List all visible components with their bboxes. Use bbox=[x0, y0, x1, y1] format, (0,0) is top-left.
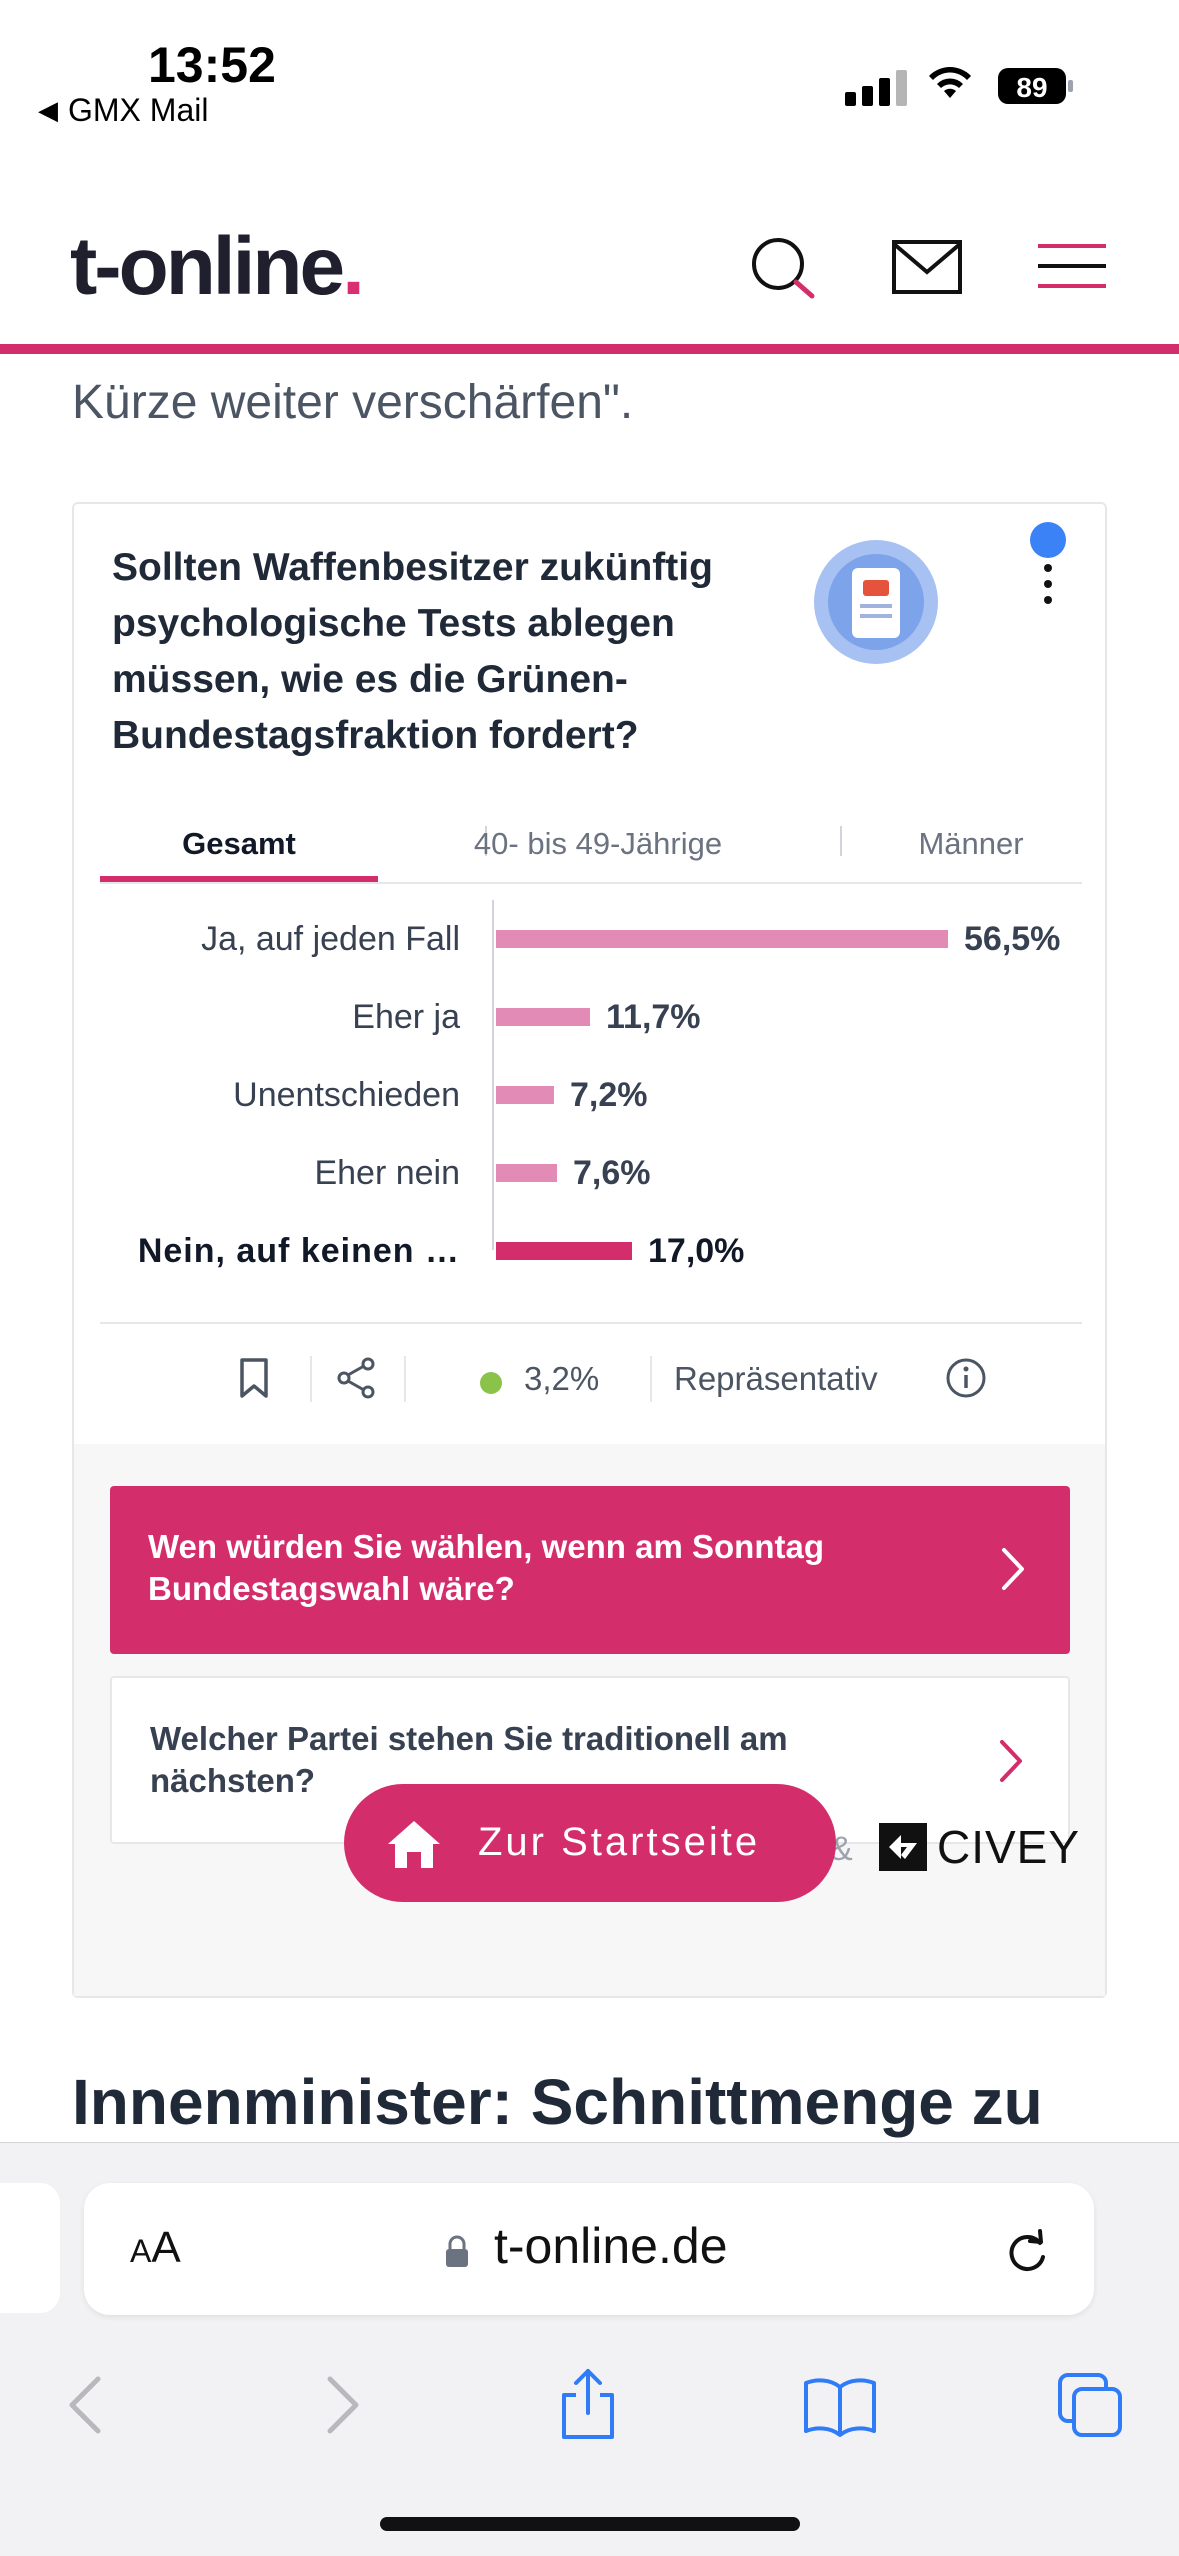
cta-primary-label: Wen würden Sie wählen, wenn am Sonntag B… bbox=[148, 1528, 824, 1607]
result-value: 17,0% bbox=[648, 1232, 745, 1270]
result-value: 7,2% bbox=[570, 1076, 648, 1114]
bookmark-icon[interactable] bbox=[232, 1356, 276, 1400]
status-bar: 13:52 ◀ GMX Mail 89 bbox=[0, 0, 1179, 150]
share-sheet-icon[interactable] bbox=[548, 2365, 628, 2445]
result-value: 11,7% bbox=[606, 998, 701, 1036]
poll-badge-icon bbox=[814, 540, 938, 664]
previous-tab-preview[interactable] bbox=[0, 2183, 60, 2313]
reload-icon[interactable] bbox=[1002, 2227, 1052, 2277]
address-bar[interactable]: AA t-online.de bbox=[84, 2183, 1094, 2315]
status-dot bbox=[480, 1372, 502, 1394]
representative-label[interactable]: Repräsentativ bbox=[674, 1360, 878, 1397]
back-triangle-icon: ◀ bbox=[38, 95, 58, 125]
status-time: 13:52 bbox=[148, 37, 276, 93]
back-icon[interactable] bbox=[48, 2365, 128, 2445]
home-button[interactable]: Zur Startseite bbox=[344, 1784, 836, 1902]
battery-level: 89 bbox=[1016, 72, 1047, 103]
home-button-label: Zur Startseite bbox=[478, 1820, 761, 1864]
result-bar bbox=[496, 1164, 557, 1182]
poll-question: Sollten Waffenbesitzer zukünftig psychol… bbox=[112, 546, 713, 757]
chart-divider bbox=[100, 1322, 1082, 1324]
civey-mark-icon bbox=[879, 1823, 927, 1871]
result-bar bbox=[496, 930, 948, 948]
bookmarks-icon[interactable] bbox=[800, 2365, 880, 2445]
reader-settings-button[interactable]: AA bbox=[130, 2223, 181, 2272]
chevron-right-icon bbox=[1002, 1548, 1024, 1590]
civey-poll-widget: Sollten Waffenbesitzer zukünftig psychol… bbox=[72, 502, 1107, 1998]
civey-name: CIVEY bbox=[937, 1821, 1081, 1873]
article-subheading: Innenminister: Schnittmenge zu bbox=[72, 2066, 1043, 2138]
logo-dot: . bbox=[342, 221, 365, 312]
cellular-signal-icon bbox=[845, 66, 907, 106]
result-value: 56,5% bbox=[964, 920, 1061, 958]
tabs-icon[interactable] bbox=[1050, 2365, 1130, 2445]
cta-secondary-label: Welcher Partei stehen Sie traditionell a… bbox=[150, 1720, 788, 1799]
search-icon[interactable] bbox=[744, 232, 824, 302]
home-indicator bbox=[380, 2517, 800, 2531]
result-label: Eher nein bbox=[314, 1154, 460, 1192]
tab-gesamt[interactable]: Gesamt bbox=[182, 826, 296, 861]
notification-dot bbox=[1030, 522, 1066, 558]
next-poll-primary-button[interactable]: Wen würden Sie wählen, wenn am Sonntag B… bbox=[110, 1486, 1070, 1654]
forward-icon[interactable] bbox=[300, 2365, 380, 2445]
poll-footer: 3,2% Repräsentativ bbox=[100, 1344, 1082, 1424]
back-to-app-button[interactable]: ◀ GMX Mail bbox=[38, 92, 208, 129]
chevron-right-icon bbox=[1000, 1740, 1022, 1782]
poll-tabs: Gesamt 40- bis 49-Jährige Männer bbox=[100, 804, 1082, 884]
lock-icon bbox=[446, 2235, 468, 2267]
battery-icon: 89 bbox=[998, 68, 1073, 104]
url-text: t-online.de bbox=[494, 2218, 728, 2274]
safari-toolbar: AA t-online.de bbox=[0, 2142, 1179, 2556]
wifi-icon bbox=[929, 67, 971, 98]
tab-40-49[interactable]: 40- bis 49-Jährige bbox=[473, 826, 723, 861]
home-icon bbox=[388, 1821, 440, 1868]
logo-text: t-online bbox=[70, 221, 345, 312]
result-value: 7,6% bbox=[573, 1154, 651, 1192]
article-text: Kürze weiter verschärfen". bbox=[72, 376, 634, 429]
header-divider bbox=[0, 344, 1179, 354]
result-label: Ja, auf jeden Fall bbox=[201, 920, 460, 958]
share-icon[interactable] bbox=[334, 1356, 378, 1400]
tab-maenner[interactable]: Männer bbox=[918, 826, 1024, 861]
site-header: t-online. bbox=[0, 200, 1179, 350]
result-label: Eher ja bbox=[352, 998, 460, 1036]
result-label: Nein, auf keinen … bbox=[137, 1232, 460, 1270]
civey-logo[interactable]: CIVEY bbox=[877, 1820, 1080, 1874]
t-online-logo[interactable]: t-online. bbox=[70, 220, 365, 314]
result-bar bbox=[496, 1008, 590, 1026]
result-label: Unentschieden bbox=[233, 1076, 460, 1114]
active-tab-indicator bbox=[100, 876, 378, 882]
chart-axis bbox=[492, 900, 494, 1250]
info-icon[interactable] bbox=[944, 1356, 988, 1400]
poll-cta-area: Wen würden Sie wählen, wenn am Sonntag B… bbox=[74, 1444, 1105, 1996]
result-bar bbox=[496, 1086, 554, 1104]
more-options-icon[interactable] bbox=[1036, 564, 1060, 614]
margin-of-error: 3,2% bbox=[524, 1360, 600, 1397]
poll-results-chart: Ja, auf jeden Fall 56,5% Eher ja 11,7% Unent… bbox=[100, 894, 1082, 1334]
result-bar bbox=[496, 1242, 632, 1260]
back-app-label: GMX Mail bbox=[68, 92, 209, 128]
mail-icon[interactable] bbox=[888, 232, 968, 302]
menu-icon[interactable] bbox=[1032, 232, 1112, 302]
